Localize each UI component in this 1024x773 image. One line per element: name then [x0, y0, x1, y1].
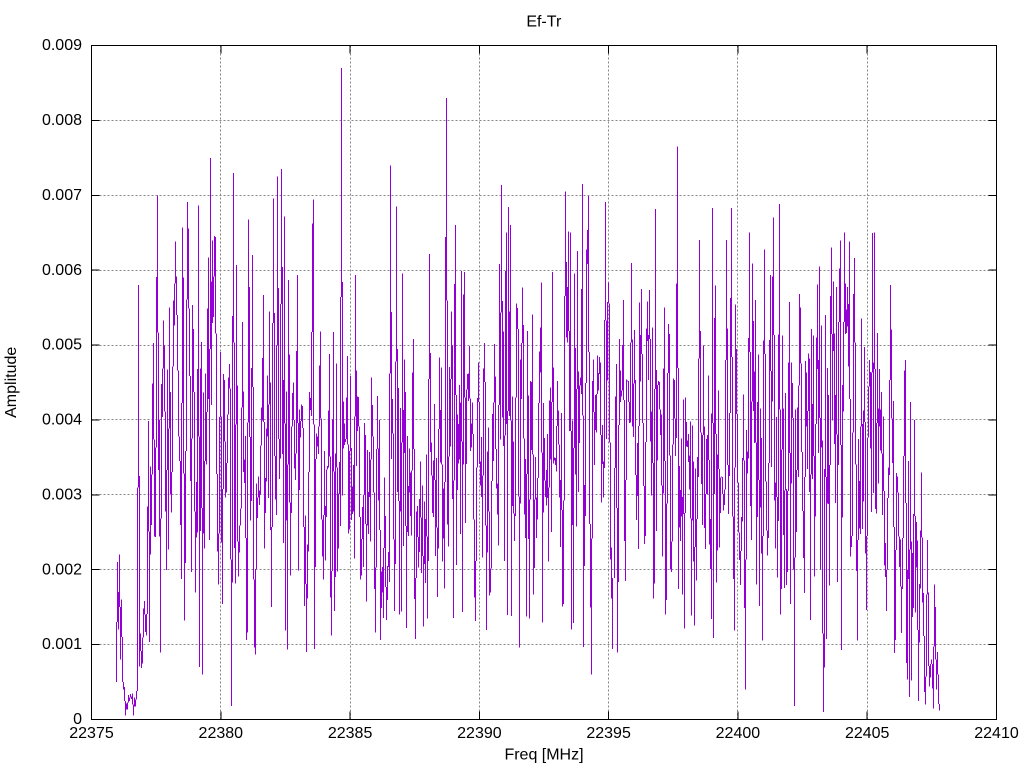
svg-text:0.001: 0.001 — [42, 636, 82, 653]
svg-text:22400: 22400 — [716, 725, 761, 742]
svg-text:22390: 22390 — [457, 725, 502, 742]
svg-text:0.003: 0.003 — [42, 486, 82, 503]
svg-text:0.009: 0.009 — [42, 37, 82, 54]
svg-text:Amplitude: Amplitude — [3, 347, 20, 418]
svg-text:0.002: 0.002 — [42, 561, 82, 578]
svg-text:0: 0 — [73, 711, 82, 728]
svg-text:22410: 22410 — [974, 725, 1019, 742]
svg-text:22380: 22380 — [199, 725, 244, 742]
svg-text:22385: 22385 — [328, 725, 373, 742]
svg-text:22405: 22405 — [845, 725, 890, 742]
svg-text:Ef-Tr: Ef-Tr — [526, 14, 562, 31]
svg-text:Freq [MHz]: Freq [MHz] — [504, 747, 583, 764]
svg-text:22375: 22375 — [69, 725, 114, 742]
svg-text:0.008: 0.008 — [42, 112, 82, 129]
svg-text:22395: 22395 — [586, 725, 631, 742]
svg-text:0.007: 0.007 — [42, 187, 82, 204]
svg-text:0.006: 0.006 — [42, 262, 82, 279]
svg-text:0.005: 0.005 — [42, 337, 82, 354]
svg-text:0.004: 0.004 — [42, 412, 82, 429]
